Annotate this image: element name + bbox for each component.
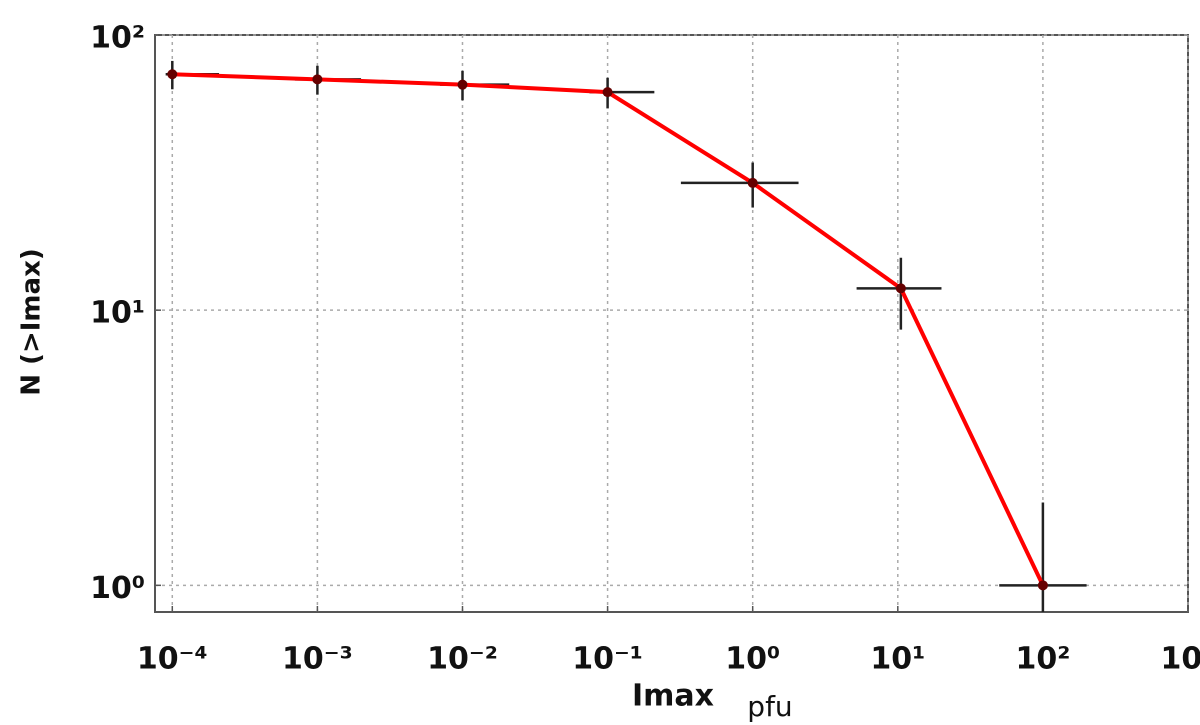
data-point bbox=[747, 177, 758, 188]
y-tick-label: 10² bbox=[90, 21, 145, 56]
x-axis-unit: pfu bbox=[747, 690, 792, 723]
plot-area bbox=[154, 34, 1189, 613]
y-tick-label: 10⁰ bbox=[90, 571, 145, 606]
x-tick-label: 10⁻² bbox=[427, 642, 498, 677]
x-tick-label: 10¹ bbox=[870, 642, 925, 677]
x-tick-label: 10⁻⁴ bbox=[137, 642, 208, 677]
data-point bbox=[457, 79, 468, 90]
x-tick-label: 10⁻³ bbox=[282, 642, 353, 677]
x-axis-label: Imax bbox=[632, 679, 714, 714]
x-tick-label: 10⁻¹ bbox=[572, 642, 643, 677]
y-axis-label: N (>Imax) bbox=[17, 248, 47, 395]
y-tick-label: 10¹ bbox=[90, 296, 145, 331]
data-point bbox=[1037, 580, 1048, 591]
data-point bbox=[602, 87, 613, 98]
data-point bbox=[167, 69, 178, 80]
x-tick-label: 10³ bbox=[1161, 642, 1200, 677]
x-tick-label: 10⁰ bbox=[725, 642, 780, 677]
data-point bbox=[895, 283, 906, 294]
data-point bbox=[312, 74, 323, 85]
x-tick-label: 10² bbox=[1015, 642, 1070, 677]
